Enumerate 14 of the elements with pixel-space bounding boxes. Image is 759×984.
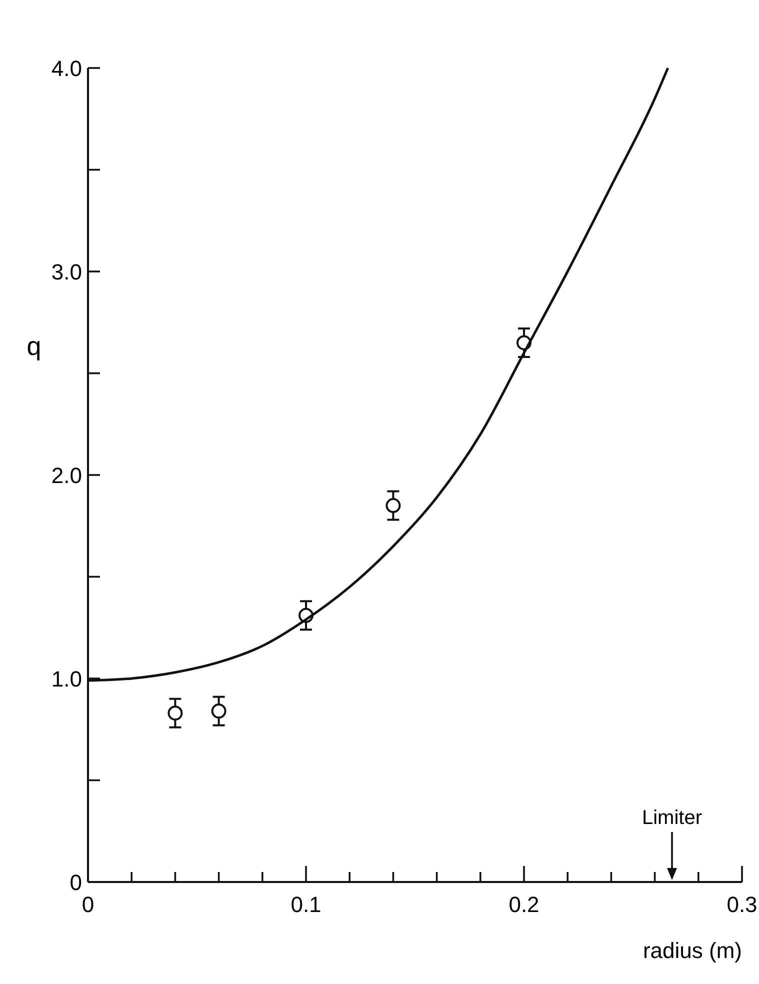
y-axis-title: q — [26, 331, 42, 361]
y-tick-label: 0 — [70, 870, 82, 895]
y-tick-label: 1.0 — [51, 666, 82, 692]
x-tick-label: 0.2 — [508, 892, 540, 917]
x-tick-label: 0.3 — [726, 892, 758, 917]
y-tick-label: 4.0 — [51, 56, 82, 81]
point — [211, 704, 226, 719]
y-tick-label: 2.0 — [51, 463, 82, 488]
point — [168, 706, 183, 721]
x-axis-title: radius (m) — [642, 938, 742, 963]
annotation: Limiter — [642, 807, 702, 829]
x-tick-label: 0.1 — [290, 892, 322, 917]
y-tick-label: 3.0 — [51, 260, 82, 284]
point — [386, 498, 401, 514]
